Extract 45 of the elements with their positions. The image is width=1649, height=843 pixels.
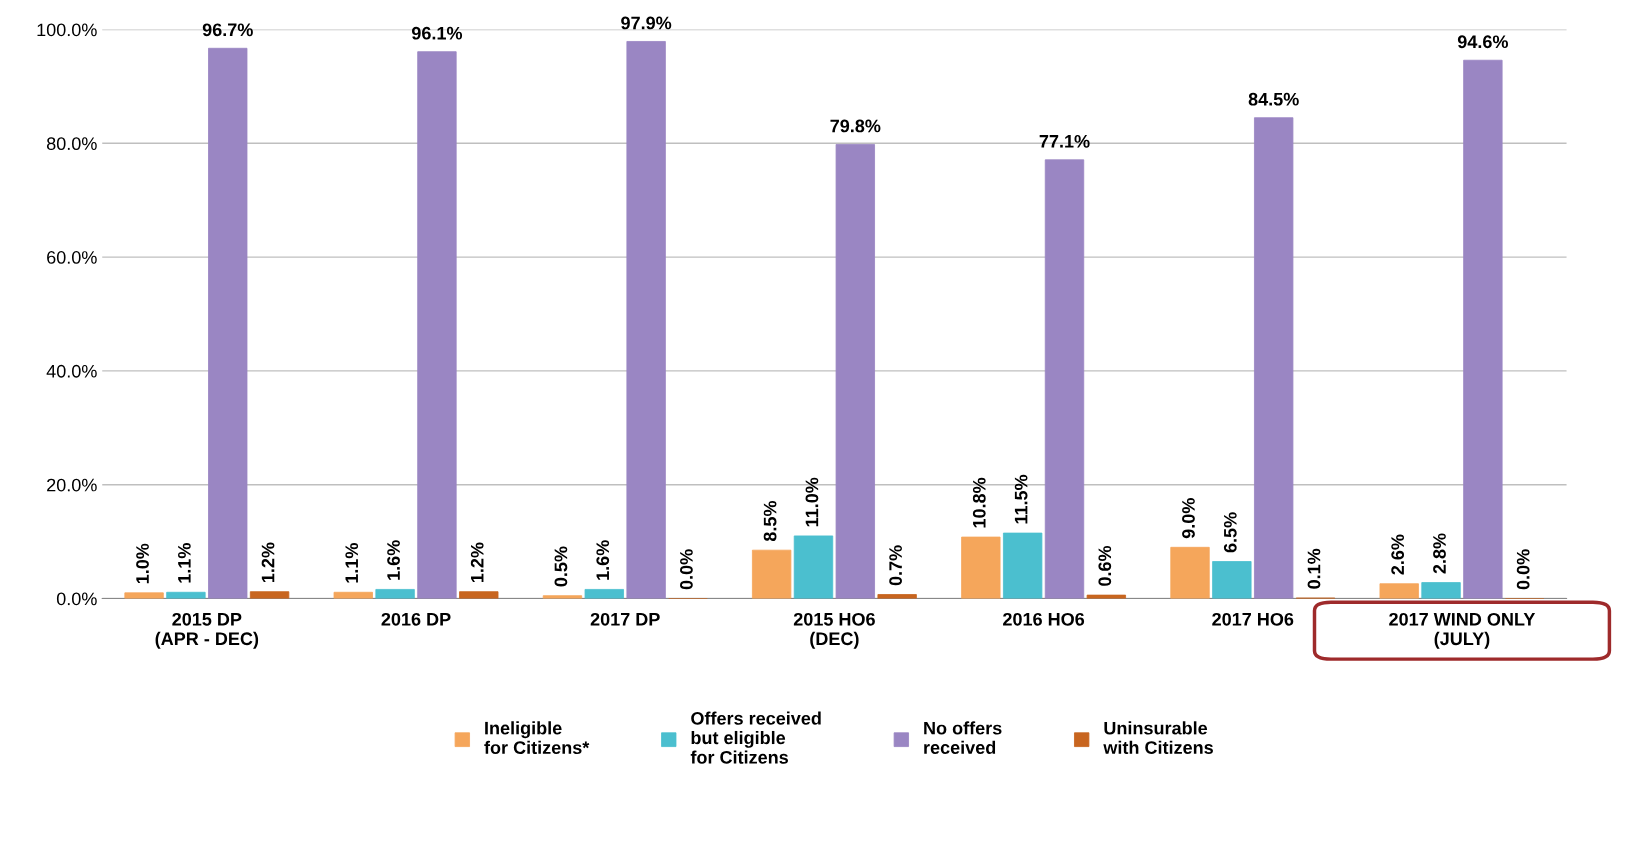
data-label: 94.6%	[1457, 35, 1508, 49]
y-tick-label: 80.0%	[46, 137, 97, 151]
data-label: 2.8%	[1433, 533, 1446, 574]
data-label: 2.6%	[1391, 534, 1405, 575]
data-label: 10.8%	[972, 477, 986, 528]
data-label: 1.1%	[345, 543, 359, 583]
data-label: 1.2%	[261, 542, 275, 583]
data-label: 8.5%	[763, 500, 777, 542]
legend-label: Offers received but eligible for Citizens	[690, 711, 821, 764]
data-label: 96.1%	[411, 26, 463, 40]
y-tick-label: 40.0%	[46, 364, 97, 378]
legend-label: No offers received	[924, 721, 1002, 754]
x-tick-label: 2016 HO6	[1003, 612, 1085, 626]
data-label: 11.5%	[1014, 474, 1028, 524]
data-label: 11.0%	[805, 477, 819, 527]
x-tick-label: 2017 WIND ONLY (JULY)	[1389, 612, 1536, 649]
data-label: 1.6%	[387, 540, 400, 580]
y-tick-label: 60.0%	[47, 251, 97, 264]
data-label: 97.9%	[621, 16, 672, 30]
data-label: 0.6%	[1098, 545, 1112, 586]
data-label: 9.0%	[1182, 498, 1195, 539]
data-label: 0.0%	[680, 549, 693, 590]
data-label: 0.7%	[889, 545, 902, 586]
legend-label: Uninsurable with Citizens	[1103, 721, 1213, 754]
data-label: 96.7%	[202, 23, 253, 37]
data-label: 77.1%	[1039, 134, 1090, 148]
data-label: 0.5%	[554, 546, 568, 587]
x-tick-label: 2015 DP (APR - DEC)	[155, 612, 259, 649]
x-tick-label: 2016 DP	[381, 612, 451, 626]
y-tick-label: 20.0%	[47, 478, 97, 492]
legend-label: Ineligible for Citizens*	[484, 721, 590, 755]
x-tick-label: 2015 HO6 (DEC)	[793, 612, 875, 649]
data-label: 0.1%	[1307, 548, 1321, 589]
data-label: 1.6%	[596, 540, 610, 580]
data-label: 1.0%	[136, 543, 149, 584]
data-label: 1.2%	[470, 542, 484, 583]
x-tick-label: 2017 DP	[590, 612, 660, 626]
data-label: 6.5%	[1223, 512, 1237, 553]
x-tick-label: 2017 HO6	[1212, 612, 1294, 626]
data-label: 0.0%	[1516, 549, 1530, 590]
data-label: 1.1%	[178, 543, 191, 583]
data-label: 84.5%	[1248, 92, 1299, 106]
y-tick-label: 100.0%	[37, 23, 97, 37]
data-label: 79.8%	[830, 119, 881, 133]
y-tick-label: 0.0%	[56, 592, 97, 606]
